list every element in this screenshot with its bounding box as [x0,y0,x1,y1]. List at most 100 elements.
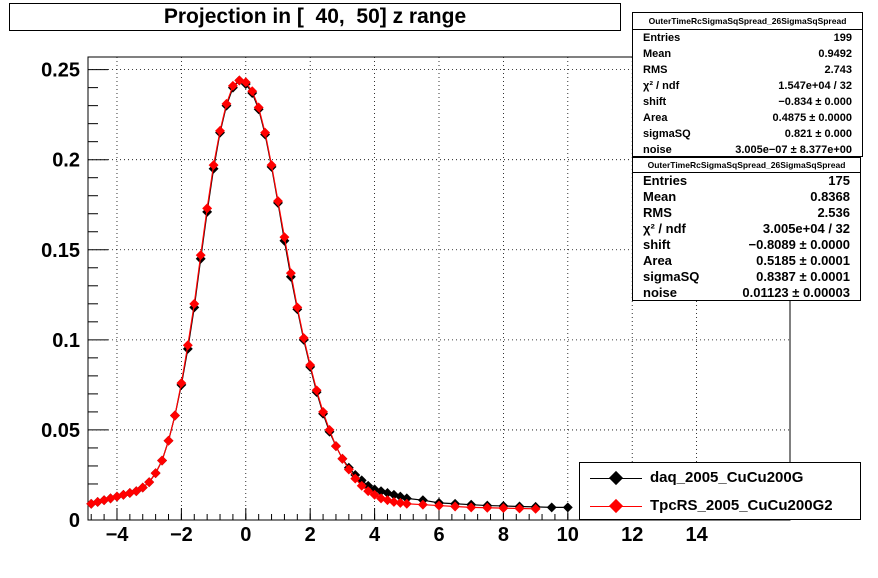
stats-value: 3.005e+04 / 32 [762,221,850,236]
stats-label: RMS [643,205,672,220]
stats-label: Mean [643,48,672,60]
stats-header: OuterTimeRcSigmaSqSpread_26SigmaSqSpread [633,158,860,173]
stats-label: Area [643,253,672,268]
stats-label: sigmaSQ [643,269,700,284]
y-tick-label: 0.25 [41,60,80,82]
stats-row: Entries 175 [633,173,860,189]
data-point [144,477,155,488]
data-point [131,486,142,497]
data-point [343,464,354,475]
data-point [363,486,374,497]
data-point [450,501,461,512]
data-point [298,333,309,343]
data-point [176,378,187,389]
stats-row: RMS 2.743 [633,62,862,78]
stats-value: 0.9492 [818,48,852,60]
stats-label: sigmaSQ [643,128,691,140]
stats-value: 0.4875 ± 0.0000 [772,112,852,124]
data-point [202,203,213,214]
data-point [150,468,161,479]
data-point [311,385,322,396]
y-tick-label: 0 [69,510,80,532]
data-point [417,499,428,510]
data-point [195,250,206,261]
stats-row: Mean 0.8368 [633,189,860,205]
stats-row: Area 0.5185 ± 0.0001 [633,253,860,269]
stats-label: shift [643,96,667,108]
series-layer [86,75,573,514]
stats-value: 0.8387 ± 0.0001 [756,269,850,284]
data-point [546,502,557,513]
stats-row: χ² / ndf 1.547e+04 / 32 [633,78,862,94]
legend-marker [590,498,642,514]
y-tick-label: 0.1 [52,330,80,352]
stats-rows: Entries 199 Mean 0.9492 RMS 2.743 χ² / ndf 1.54… [633,30,862,158]
data-point [388,497,399,507]
x-tick-label: −4 [106,524,130,546]
data-point [331,441,341,452]
axes: −4 −2 0 2 4 6 8 10 12 14 0 0.05 0.1 0.15 0.2 0.25 [41,60,788,546]
data-point [395,497,406,508]
stats-label: χ² / ndf [643,221,686,236]
legend-label: TpcRS_2005_CuCu200G2 [650,497,833,514]
stats-row: Entries 199 [633,30,862,46]
data-point [285,268,296,279]
legend-item-tpcrs: TpcRS_2005_CuCu200G2 [590,497,833,514]
stats-header: OuterTimeRcSigmaSqSpread_26SigmaSqSpread [633,13,862,30]
stats-row: noise 0.01123 ± 0.00003 [633,285,860,301]
stats-label: RMS [643,64,668,76]
stats-row: χ² / ndf 3.005e+04 / 32 [633,221,860,237]
stats-value: 0.821 ± 0.000 [784,128,852,140]
data-point [514,503,525,514]
data-point [530,503,541,514]
data-point [562,502,573,513]
stats-value: 199 [833,32,852,44]
data-point [363,480,374,491]
x-tick-label: −2 [170,524,193,546]
legend: daq_2005_CuCu200G TpcRS_2005_CuCu200G2 [579,462,861,520]
x-tick-label: 2 [305,524,316,546]
x-tick-label: 4 [369,524,381,546]
stats-label: Entries [643,32,681,44]
data-point [350,473,361,484]
x-tick-label: 10 [557,524,579,546]
data-point [401,493,412,504]
stats-value: 2.743 [824,64,852,76]
stats-value: 0.5185 ± 0.0001 [756,253,850,268]
data-point [337,453,348,464]
legend-label: daq_2005_CuCu200G [650,469,804,486]
stats-label: χ² / ndf [643,80,680,92]
data-point [260,127,271,138]
data-point [401,498,412,509]
stats-value: 0.01123 ± 0.00003 [742,285,850,300]
data-point [318,406,329,417]
data-point [189,298,200,309]
chart-title: Projection in [ 40, 50] z range [9,3,621,31]
stats-label: Area [643,112,668,124]
data-point [247,86,258,97]
stats-value: 1.547e+04 / 32 [778,80,852,92]
legend-item-daq: daq_2005_CuCu200G [590,469,803,486]
stats-row: sigmaSQ 0.8387 ± 0.0001 [633,269,860,285]
stats-row: noise 3.005e−07 ± 8.377e+00 [633,142,862,158]
stats-label: noise [643,285,677,300]
stats-row: RMS 2.536 [633,205,860,221]
x-tick-label: 14 [685,524,708,546]
stats-row: Area 0.4875 ± 0.0000 [633,110,862,126]
stats-label: Mean [643,189,677,204]
data-point [273,196,283,207]
legend-marker [590,470,642,486]
x-tick-label: 12 [621,524,643,546]
stats-label: Entries [643,173,688,188]
data-point [356,480,367,491]
stats-value: 175 [828,173,850,188]
y-tick-label: 0.2 [52,150,80,172]
data-point [305,360,316,371]
data-point [240,77,251,88]
stats-box-tpcrs: OuterTimeRcSigmaSqSpread_26SigmaSqSpread… [632,157,861,301]
data-point [137,482,148,493]
data-point [227,80,238,91]
stats-label: shift [643,237,671,252]
data-point [498,503,509,514]
data-point [221,98,232,109]
